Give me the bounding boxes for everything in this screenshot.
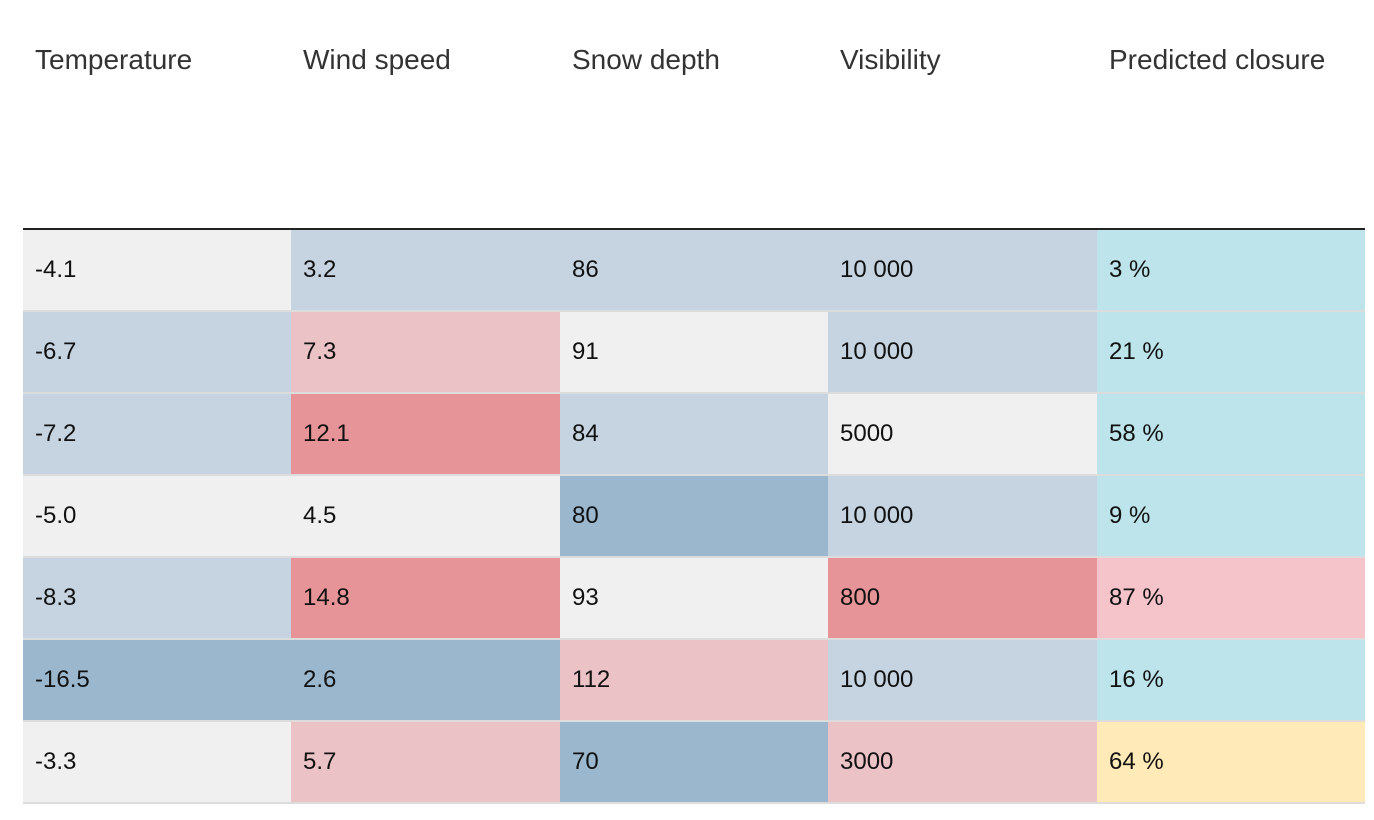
column-header-temperature: Temperature: [35, 44, 193, 75]
table-cell-wind-speed: 4.5: [291, 476, 560, 558]
table-row: -3.3 5.7 70 3000 64 %: [23, 722, 1365, 804]
table-cell-wind-speed: 14.8: [291, 558, 560, 640]
table-row: -5.0 4.5 80 10 000 9 %: [23, 476, 1365, 558]
table-row: -16.5 2.6 112 10 000 16 %: [23, 640, 1365, 722]
table-cell-snow-depth: 93: [560, 558, 828, 640]
table-cell-wind-speed: 5.7: [291, 722, 560, 804]
table-cell-visibility: 10 000: [828, 230, 1097, 312]
table-cell-snow-depth: 112: [560, 640, 828, 722]
column-header-visibility: Visibility: [840, 44, 941, 75]
table-cell-temperature: -4.1: [23, 230, 291, 312]
table-cell-temperature: -5.0: [23, 476, 291, 558]
table-cell-predicted-closure: 21 %: [1097, 312, 1365, 394]
table-cell-predicted-closure: 64 %: [1097, 722, 1365, 804]
table-cell-predicted-closure: 3 %: [1097, 230, 1365, 312]
table-row: -8.3 14.8 93 800 87 %: [23, 558, 1365, 640]
column-header-wind-speed: Wind speed: [303, 44, 451, 75]
column-header-snow-depth: Snow depth: [572, 44, 720, 75]
data-table: Temperature Wind speed Snow depth Visibi…: [23, 0, 1365, 804]
table-cell-snow-depth: 84: [560, 394, 828, 476]
table-cell-temperature: -16.5: [23, 640, 291, 722]
table-cell-temperature: -7.2: [23, 394, 291, 476]
table-cell-visibility: 800: [828, 558, 1097, 640]
table-row: -7.2 12.1 84 5000 58 %: [23, 394, 1365, 476]
table-body: -4.1 3.2 86 10 000 3 % -6.7 7.3 91 10 000 21 % -7.…: [23, 230, 1365, 804]
table-cell-temperature: -3.3: [23, 722, 291, 804]
table-cell-wind-speed: 7.3: [291, 312, 560, 394]
table-cell-predicted-closure: 58 %: [1097, 394, 1365, 476]
table-cell-visibility: 5000: [828, 394, 1097, 476]
table-header-row: Temperature Wind speed Snow depth Visibi…: [23, 0, 1365, 230]
table-cell-visibility: 10 000: [828, 312, 1097, 394]
table-cell-wind-speed: 3.2: [291, 230, 560, 312]
table-cell-wind-speed: 2.6: [291, 640, 560, 722]
table-cell-predicted-closure: 16 %: [1097, 640, 1365, 722]
table-cell-temperature: -6.7: [23, 312, 291, 394]
table-cell-predicted-closure: 87 %: [1097, 558, 1365, 640]
table-cell-visibility: 3000: [828, 722, 1097, 804]
table-cell-visibility: 10 000: [828, 476, 1097, 558]
table-row: -4.1 3.2 86 10 000 3 %: [23, 230, 1365, 312]
table-cell-snow-depth: 91: [560, 312, 828, 394]
column-header-predicted-closure: Predicted closure: [1109, 44, 1326, 75]
table-cell-snow-depth: 80: [560, 476, 828, 558]
table-cell-snow-depth: 70: [560, 722, 828, 804]
table-cell-temperature: -8.3: [23, 558, 291, 640]
table-cell-predicted-closure: 9 %: [1097, 476, 1365, 558]
table-cell-snow-depth: 86: [560, 230, 828, 312]
table-cell-visibility: 10 000: [828, 640, 1097, 722]
table-row: -6.7 7.3 91 10 000 21 %: [23, 312, 1365, 394]
table-cell-wind-speed: 12.1: [291, 394, 560, 476]
